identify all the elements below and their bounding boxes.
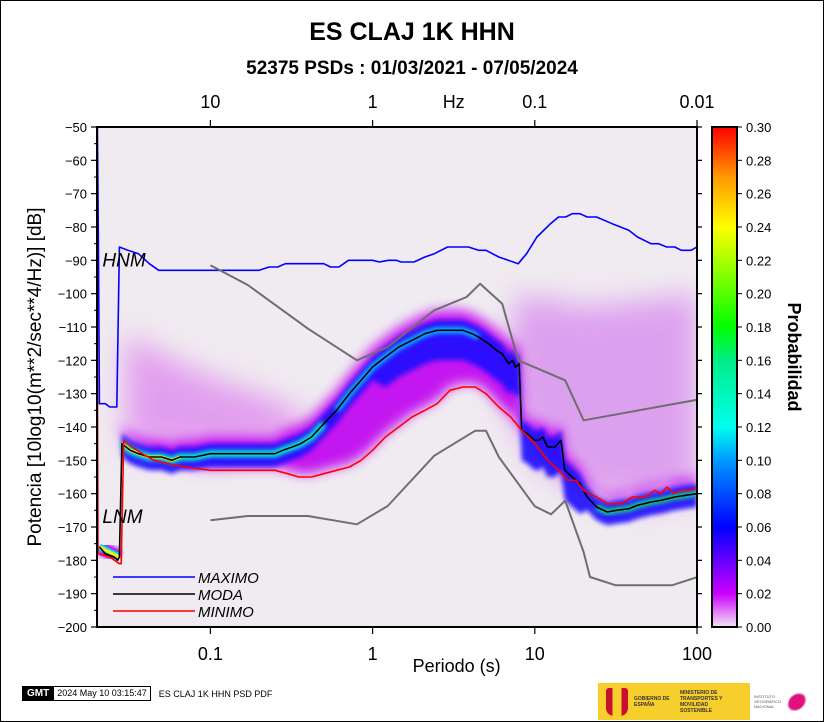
statistical-curves <box>97 127 697 587</box>
top-tick-label: 0.01 <box>679 92 714 112</box>
coat-of-arms-icon <box>606 687 628 716</box>
colorbar-tick-label: 0.22 <box>746 253 771 268</box>
plot-name: ES CLAJ 1K HHN PSD PDF <box>158 688 273 699</box>
colorbar: 0.00 0.02 0.04 0.06 0.08 0.10 0.12 0.14 0.16 0.18… <box>711 120 804 635</box>
density-blob-peak <box>98 545 121 559</box>
colorbar-tick-label: 0.06 <box>746 520 771 535</box>
annotation-lnm: LNM <box>102 507 142 528</box>
y-tick-label: −50 <box>65 120 87 135</box>
y-axis-label: Potencia [10log10(m**2/sec**4/Hz)] [dB] <box>25 207 46 546</box>
ign-mark-icon <box>785 692 813 711</box>
chart-title: ES CLAJ 1K HHN <box>309 18 515 46</box>
y-tick-label: −200 <box>58 620 87 635</box>
top-axis-label: Hz <box>443 92 465 112</box>
x-tick-label: 100 <box>682 644 712 664</box>
y-tick-label: −120 <box>58 353 87 368</box>
colorbar-label: Probabilidad <box>784 302 804 411</box>
x-tick-label: 1 <box>368 644 378 664</box>
colorbar-tick-label: 0.00 <box>746 620 771 635</box>
y-tick-label: −110 <box>59 320 87 335</box>
colorbar-tick-label: 0.20 <box>746 287 771 302</box>
y-tick-label: −180 <box>58 553 87 568</box>
top-tick-label: 1 <box>368 92 378 112</box>
legend-label-maximo: MAXIMO <box>198 570 259 587</box>
colorbar-tick-label: 0.08 <box>746 487 771 502</box>
ign-logo: INSTITUTO GEOGRÁFICO NACIONAL <box>750 683 822 720</box>
colorbar-gradient <box>711 126 738 628</box>
y-tick-label: −140 <box>58 420 87 435</box>
annotation-hnm: HNM <box>102 250 145 271</box>
x-tick-label: 0.1 <box>198 644 223 664</box>
top-tick-label: 0.1 <box>522 92 547 112</box>
top-tick-label: 10 <box>200 92 220 112</box>
x-tick-label: 10 <box>525 644 545 664</box>
y-tick-label: −60 <box>65 153 87 168</box>
density-halo-short-period <box>125 333 308 461</box>
y-tick-label: −190 <box>58 587 87 602</box>
curve-moda <box>98 329 697 562</box>
curve-nhnm <box>209 264 697 422</box>
ministerio-text: MINISTERIO DE TRANSPORTES Y MOVILIDAD SO… <box>680 689 723 714</box>
curve-maximo <box>97 127 697 408</box>
institution-logos: GOBIERNO DE ESPAÑA MINISTERIO DE TRANSPO… <box>598 683 822 720</box>
timestamp: 2024 May 10 03:15:47 <box>54 686 151 701</box>
colorbar-tick-label: 0.10 <box>746 453 771 468</box>
axes: −50 −60 −70 −80 −90 −100 −110 −120 −130 −140 −150 −… <box>25 92 715 676</box>
y-tick-label: −150 <box>58 453 87 468</box>
legend-label-moda: MODA <box>198 587 243 604</box>
colorbar-tick-label: 0.12 <box>746 420 771 435</box>
y-tick-label: −70 <box>65 187 87 202</box>
annotations: HNM LNM <box>102 250 145 528</box>
colorbar-tick-label: 0.18 <box>746 320 771 335</box>
gobierno-logo: GOBIERNO DE ESPAÑA MINISTERIO DE TRANSPO… <box>598 683 750 720</box>
colorbar-tick-label: 0.16 <box>746 353 771 368</box>
legend-label-minimo: MINIMO <box>198 604 254 621</box>
y-tick-label: −90 <box>65 253 87 268</box>
density-band-core <box>121 320 697 526</box>
curve-nlnm <box>210 429 697 587</box>
y-tick-label: −160 <box>58 487 87 502</box>
colorbar-tick-label: 0.04 <box>746 553 771 568</box>
x-axis-label: Periodo (s) <box>413 656 501 676</box>
y-tick-label: −80 <box>65 220 87 235</box>
y-tick-label: −170 <box>58 520 87 535</box>
colorbar-tick-label: 0.26 <box>746 187 771 202</box>
colorbar-tick-label: 0.28 <box>746 153 771 168</box>
gmt-logo: GMT <box>22 686 55 701</box>
y-tick-label: −100 <box>58 287 87 302</box>
colorbar-tick-label: 0.02 <box>746 587 771 602</box>
gobierno-text: GOBIERNO DE ESPAÑA <box>634 695 670 708</box>
y-tick-label: −130 <box>58 387 87 402</box>
gmt-timestamp: GMT 2024 May 10 03:15:47 ES CLAJ 1K HHN … <box>22 686 273 701</box>
colorbar-tick-label: 0.24 <box>746 220 771 235</box>
curve-minimo <box>97 127 697 565</box>
colorbar-tick-label: 0.14 <box>746 387 771 402</box>
colorbar-tick-label: 0.30 <box>746 120 771 135</box>
ign-text: INSTITUTO GEOGRÁFICO NACIONAL <box>754 694 782 709</box>
chart-subtitle: 52375 PSDs : 01/03/2021 - 07/05/2024 <box>246 58 578 79</box>
